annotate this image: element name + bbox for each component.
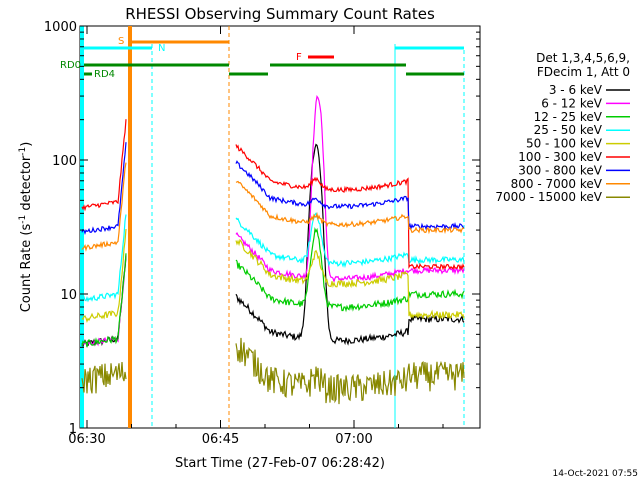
series-segment — [235, 160, 465, 231]
series-segment — [235, 144, 465, 271]
series-100-300-kev — [81, 119, 465, 271]
flag-label: RD0 — [60, 60, 81, 71]
series-segment — [81, 162, 127, 252]
flag-n: N — [84, 43, 165, 54]
legend-label: 25 - 50 keV — [534, 123, 603, 137]
series-segment — [235, 337, 465, 405]
series-segment — [81, 253, 127, 348]
x-tick-label: 06:45 — [202, 432, 239, 447]
flag-f: F — [296, 52, 334, 63]
x-axis-label: Start Time (27-Feb-07 06:28:42) — [175, 456, 385, 471]
legend-label: 6 - 12 keV — [541, 96, 603, 110]
series-segment — [235, 143, 465, 346]
legend-label: 12 - 25 keV — [534, 110, 603, 124]
y-tick-label: 100 — [52, 154, 77, 169]
flag-label: RD4 — [94, 69, 115, 80]
series-7000-15000-kev — [81, 337, 465, 405]
flag-rd4: RD4 — [84, 69, 115, 80]
legend-label: 50 - 100 keV — [526, 137, 603, 151]
series-segment — [81, 362, 127, 394]
chart-title: RHESSI Observing Summary Count Rates — [125, 5, 435, 23]
series-800-7000-kev — [81, 162, 465, 252]
flag-layer: S N F RD0 RD4 — [60, 36, 464, 80]
legend-header-line-2: FDecim 1, Att 0 — [537, 65, 630, 79]
x-tick-label: 07:00 — [335, 432, 372, 447]
flag-label: N — [158, 43, 165, 54]
y-tick-label: 1000 — [44, 20, 77, 35]
legend-header-line-1: Det 1,3,4,5,6,9, — [536, 51, 630, 65]
series-12-25-kev — [81, 226, 465, 348]
series-segment — [235, 94, 465, 284]
x-tick-label: 06:30 — [68, 432, 105, 447]
legend-label: 100 - 300 keV — [518, 150, 602, 164]
series-segment — [81, 214, 127, 303]
series-segment — [81, 228, 127, 323]
tick-layer: 06:30 06:45 07:00 1 10 100 1000 — [44, 20, 480, 447]
saa-start-band — [128, 26, 132, 428]
series-segment — [235, 226, 465, 313]
series-50-100-kev — [81, 228, 465, 323]
series-segment — [235, 180, 465, 235]
flag-s: S — [118, 36, 229, 47]
legend-label: 7000 - 15000 keV — [495, 190, 602, 204]
legend-label: 3 - 6 keV — [549, 83, 603, 97]
series-segment — [81, 119, 127, 212]
series-segment — [235, 238, 465, 320]
series-300-800-kev — [81, 142, 465, 236]
series-segment — [81, 142, 127, 236]
series-layer — [81, 94, 465, 405]
y-axis-label: Count Rate (s-1 detector-1) — [18, 142, 34, 313]
series-25-50-kev — [81, 212, 465, 303]
legend-label: 800 - 7000 keV — [511, 177, 603, 191]
flag-rd0: RD0 — [60, 60, 229, 71]
footer-date: 14-Oct-2021 07:55 — [553, 469, 638, 479]
plot-background-layer — [80, 26, 465, 428]
flag-label: F — [296, 52, 302, 63]
y-axis-label-sup2: -1 — [18, 147, 28, 156]
legend-label: 300 - 800 keV — [518, 163, 602, 177]
legend: Det 1,3,4,5,6,9, FDecim 1, Att 0 3 - 6 k… — [495, 51, 630, 204]
y-tick-label: 10 — [60, 288, 77, 303]
flag-label: S — [118, 36, 124, 47]
y-tick-label: 1 — [69, 422, 77, 437]
series-segment — [235, 212, 465, 269]
left-edge-band — [80, 26, 84, 428]
